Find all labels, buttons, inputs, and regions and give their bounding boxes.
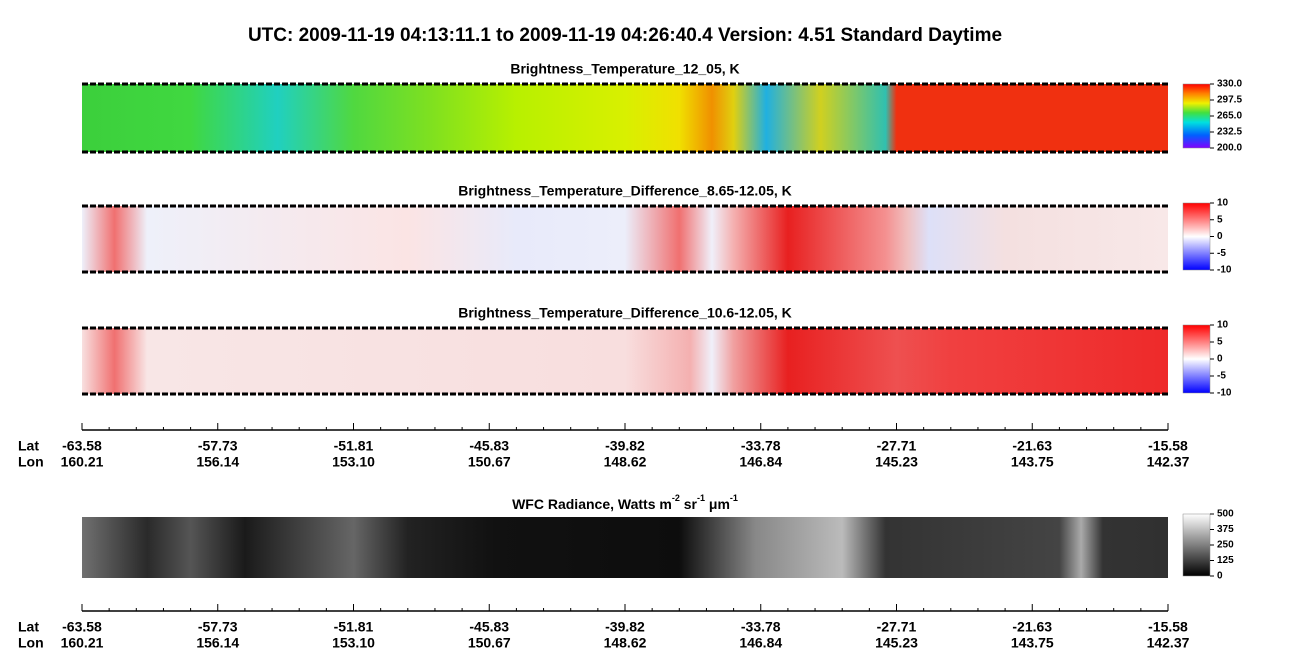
lat-label: Lat [18, 438, 39, 454]
superscript: -2 [672, 493, 680, 503]
lon-value: 150.67 [468, 454, 511, 470]
colorbar-label: -10 [1217, 265, 1232, 276]
colorbar-label: -5 [1217, 248, 1226, 259]
colorbar [1182, 324, 1211, 394]
colorbar-label: 232.5 [1217, 127, 1242, 138]
lon-label: Lon [18, 635, 44, 651]
figure-title: UTC: 2009-11-19 04:13:11.1 to 2009-11-19… [248, 25, 1002, 46]
colorbar-label: 10 [1217, 198, 1229, 209]
lon-value: 142.37 [1147, 454, 1190, 470]
colorbar-label: -5 [1217, 371, 1226, 382]
lat-value: -45.83 [469, 619, 509, 635]
colorbar-label: 0 [1217, 354, 1223, 365]
lat-value: -63.58 [62, 619, 102, 635]
panel-title: WFC Radiance, Watts m-2 sr-1 μm-1 [512, 493, 738, 511]
colorbar-label: 330.0 [1217, 79, 1242, 90]
superscript: -1 [730, 493, 738, 503]
lat-value: -39.82 [605, 619, 645, 635]
lon-value: 145.23 [875, 635, 918, 651]
title-part: WFC Radiance, Watts m [512, 496, 672, 512]
image-strip [82, 328, 1168, 394]
panel-title: Brightness_Temperature_12_05, K [510, 61, 739, 77]
lon-value: 145.23 [875, 454, 918, 470]
image-strip [82, 517, 1168, 578]
lon-value: 156.14 [196, 635, 239, 651]
colorbar-label: 0 [1217, 571, 1223, 582]
lat-value: -57.73 [198, 619, 238, 635]
lon-value: 148.62 [604, 454, 647, 470]
lat-value: -21.63 [1012, 438, 1052, 454]
colorbar-label: 297.5 [1217, 95, 1242, 106]
colorbar [1182, 513, 1211, 577]
colorbar-label: 125 [1217, 555, 1234, 566]
lat-value: -15.58 [1148, 438, 1188, 454]
panel-title: Brightness_Temperature_Difference_10.6-1… [458, 305, 792, 321]
colorbar-label: 500 [1217, 509, 1234, 520]
image-strip [82, 84, 1168, 152]
colorbar-label: 265.0 [1217, 111, 1242, 122]
superscript: -1 [697, 493, 705, 503]
lon-value: 143.75 [1011, 454, 1054, 470]
lat-value: -51.81 [334, 619, 374, 635]
colorbar [1182, 83, 1211, 149]
lon-value: 153.10 [332, 454, 375, 470]
lat-value: -33.78 [741, 619, 781, 635]
lon-value: 150.67 [468, 635, 511, 651]
colorbar [1182, 202, 1211, 271]
colorbar-label: 200.0 [1217, 143, 1242, 154]
panel-title: Brightness_Temperature_Difference_8.65-1… [458, 183, 792, 199]
lat-value: -57.73 [198, 438, 238, 454]
lat-value: -39.82 [605, 438, 645, 454]
colorbar-label: 0 [1217, 231, 1223, 242]
lon-value: 143.75 [1011, 635, 1054, 651]
lon-value: 146.84 [739, 635, 782, 651]
lat-value: -63.58 [62, 438, 102, 454]
lon-label: Lon [18, 454, 44, 470]
lon-value: 148.62 [604, 635, 647, 651]
colorbar-label: 5 [1217, 337, 1223, 348]
image-strip [82, 206, 1168, 272]
colorbar-label: -10 [1217, 388, 1232, 399]
lat-value: -45.83 [469, 438, 509, 454]
lat-value: -21.63 [1012, 619, 1052, 635]
colorbar-label: 5 [1217, 214, 1223, 225]
colorbar-label: 10 [1217, 320, 1229, 331]
title-part: μm [705, 496, 730, 512]
lat-value: -33.78 [741, 438, 781, 454]
lon-value: 146.84 [739, 454, 782, 470]
lon-value: 160.21 [61, 635, 104, 651]
lat-value: -27.71 [877, 619, 917, 635]
lon-value: 160.21 [61, 454, 104, 470]
lat-value: -27.71 [877, 438, 917, 454]
lat-label: Lat [18, 619, 39, 635]
colorbar-label: 375 [1217, 524, 1234, 535]
lat-value: -15.58 [1148, 619, 1188, 635]
lon-value: 153.10 [332, 635, 375, 651]
title-part: sr [680, 496, 698, 512]
colorbar-label: 250 [1217, 540, 1234, 551]
lat-value: -51.81 [334, 438, 374, 454]
lon-value: 142.37 [1147, 635, 1190, 651]
lon-value: 156.14 [196, 454, 239, 470]
